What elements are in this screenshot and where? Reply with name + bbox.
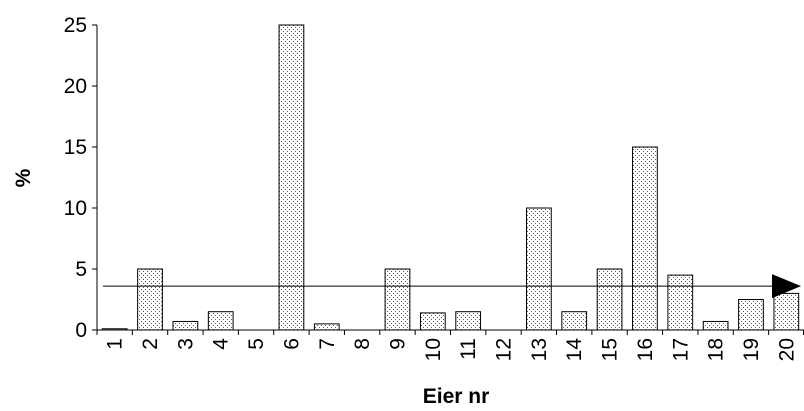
x-tick-label: 18 (705, 338, 728, 361)
x-tick-label: 9 (386, 338, 409, 350)
bar-19 (738, 299, 764, 331)
x-tick-label: 8 (351, 338, 374, 350)
x-tick-label: 7 (316, 338, 339, 350)
x-tick-label: 17 (669, 338, 692, 361)
bar-13 (526, 207, 552, 331)
x-axis: 1 2 3 4 5 6 7 8 9 10 11 12 13 14 15 16 17 18 19 20 (96, 329, 804, 362)
y-tick-label: 25 (64, 14, 87, 37)
bar-6 (278, 24, 305, 331)
x-axis-title: Eier nr (423, 385, 490, 408)
y-tick-label: 0 (75, 319, 87, 342)
y-axis: 0 5 10 15 20 25 (64, 14, 98, 342)
bar-7 (313, 323, 340, 331)
x-tick-label: 1 (104, 338, 127, 350)
x-tick-label: 12 (493, 338, 516, 361)
reference-line-group (103, 274, 801, 299)
x-tick-label: 3 (174, 338, 197, 350)
bar-18 (702, 320, 729, 331)
arrow-head-icon (772, 274, 801, 299)
x-tick-label: 4 (210, 338, 233, 350)
bar-15 (596, 268, 623, 331)
bar-11 (455, 311, 482, 331)
bar-3 (172, 320, 199, 331)
x-tick-label: 15 (599, 338, 622, 361)
x-tick-label: 20 (775, 338, 798, 361)
bar-17 (667, 274, 694, 331)
y-tick-label: 15 (64, 136, 87, 159)
bars (101, 24, 800, 331)
bar-16 (632, 146, 658, 331)
y-tick-label: 10 (64, 197, 87, 220)
x-tick-label: 10 (422, 338, 445, 361)
x-tick-label: 13 (528, 338, 551, 361)
bar-2 (137, 268, 163, 331)
x-tick-label: 14 (563, 338, 586, 362)
y-tick-label: 5 (75, 258, 87, 281)
bar-20 (773, 292, 800, 331)
x-tick-label: 11 (457, 338, 480, 360)
bar-10 (419, 312, 446, 331)
bar-4 (207, 311, 234, 331)
x-tick-label: 5 (245, 338, 268, 350)
x-tick-label: 16 (634, 338, 657, 361)
y-axis-title: % (12, 168, 35, 187)
x-tick-label: 6 (280, 338, 303, 350)
y-tick-label: 20 (64, 75, 87, 98)
x-tick-label: 19 (740, 338, 763, 361)
bar-14 (561, 311, 588, 331)
bar-9 (384, 268, 411, 331)
x-tick-label: 2 (139, 338, 162, 350)
